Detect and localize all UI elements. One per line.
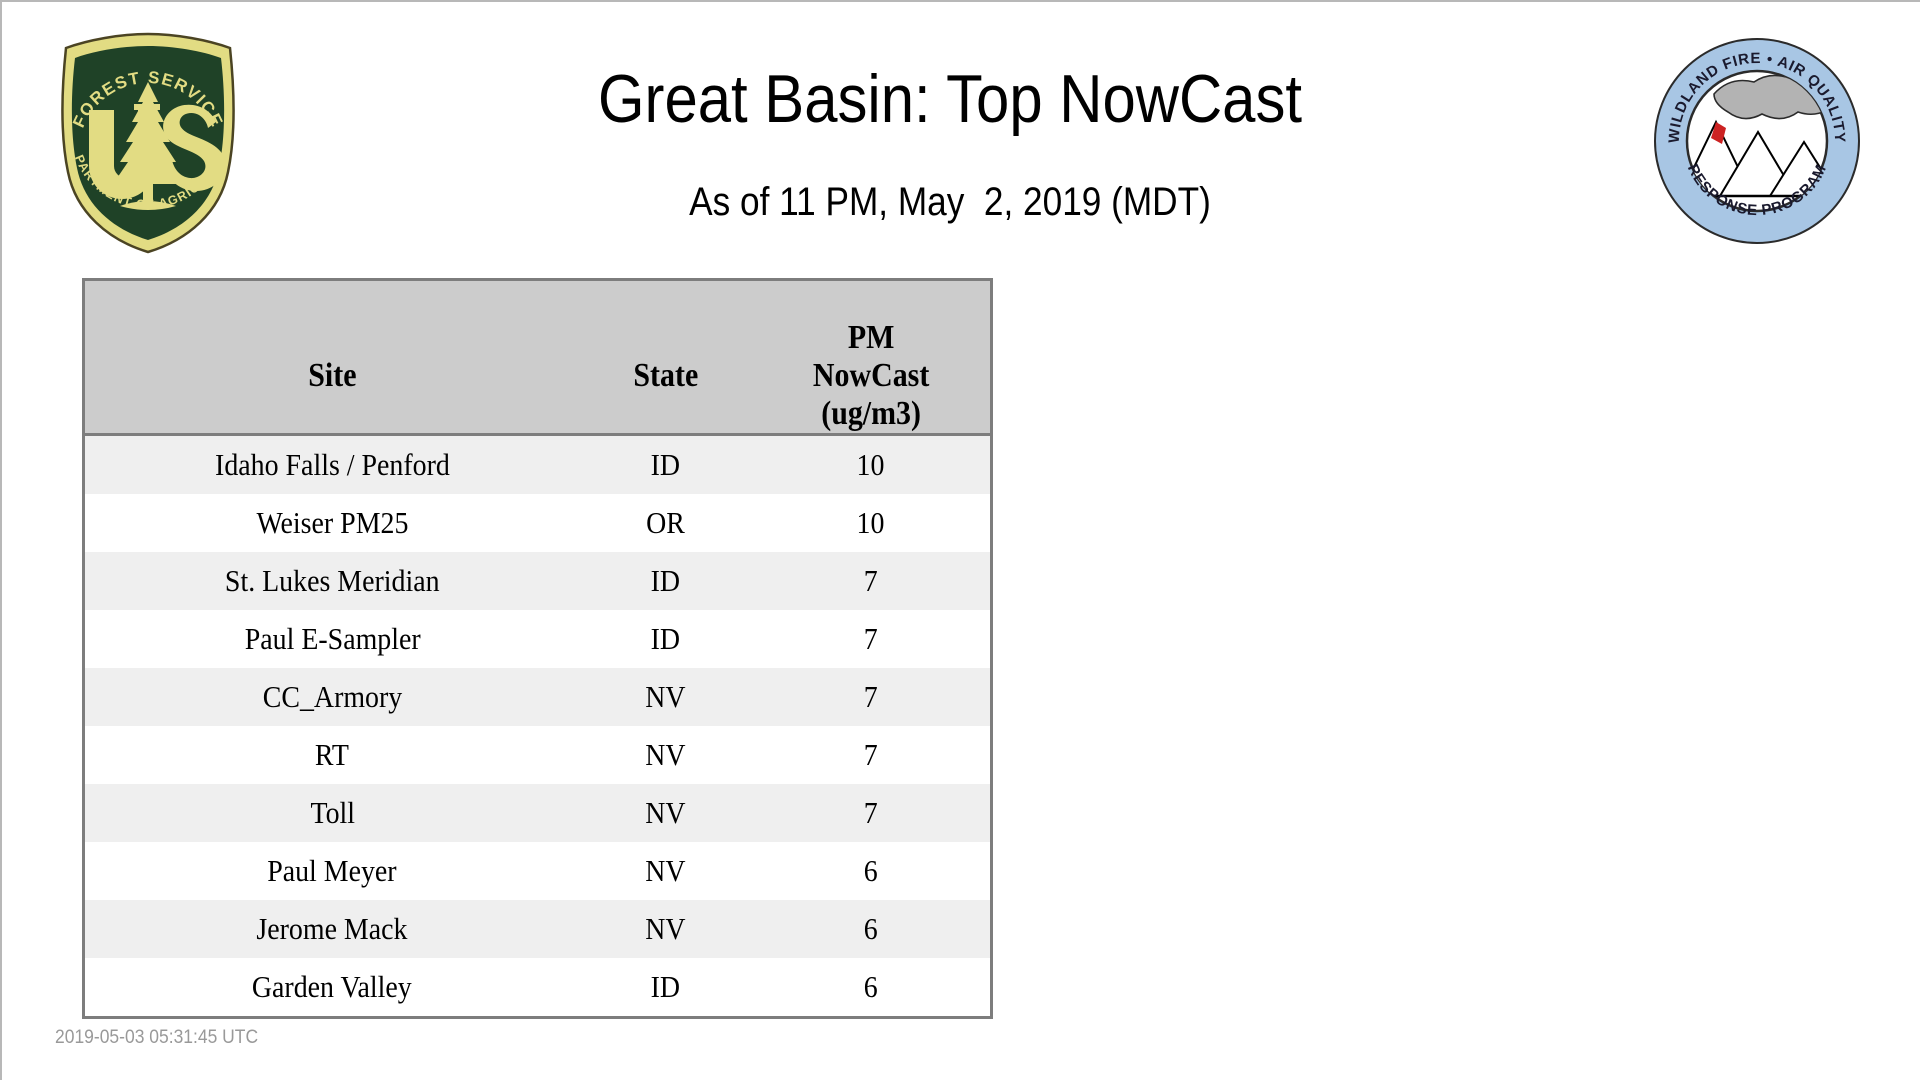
cell-site-label: Toll [309,795,355,830]
cell-site: Weiser PM25 [83,494,580,552]
cell-site: Garden Valley [83,958,580,1018]
cell-state: ID [579,434,752,494]
table-row: Paul E-Sampler ID 7 [83,610,992,668]
cell-state: OR [579,494,752,552]
cell-state: ID [579,610,752,668]
cell-state: NV [579,842,752,900]
cell-site: Toll [83,784,580,842]
column-header-state-label: State [633,357,698,394]
cell-state-label: ID [650,621,681,656]
column-header-pm-nowcast: PM NowCast (ug/m3) [751,279,992,436]
cell-site: Idaho Falls / Penford [83,434,580,494]
table-row: Weiser PM25 OR 10 [83,494,992,552]
cell-value: 7 [751,668,992,726]
cell-value: 10 [751,434,992,494]
table-row: RT NV 7 [83,726,992,784]
cell-value: 7 [751,784,992,842]
cell-site-label: Idaho Falls / Penford [214,447,450,482]
wfaqrp-logo: WILDLAND FIRE • AIR QUALITY RESPONSE PRO… [1652,36,1862,246]
cell-site: RT [83,726,580,784]
cell-site-label: Weiser PM25 [256,505,409,540]
nowcast-table: Site State PM NowCast (ug/m3) Idaho Fall… [82,278,993,1019]
cell-site-label: Jerome Mack [256,911,408,946]
cell-value: 6 [751,900,992,958]
cell-state-label: NV [645,679,686,714]
table-header-row: Site State PM NowCast (ug/m3) [83,279,992,436]
cell-value-label: 6 [863,969,878,1004]
table-row: CC_Armory NV 7 [83,668,992,726]
column-header-site-label: Site [308,357,357,394]
cell-value-label: 7 [863,795,878,830]
pine-tree-icon [113,82,183,210]
cell-site-label: Garden Valley [252,969,413,1004]
column-header-pm-nowcast-label: PM NowCast (ug/m3) [812,319,929,432]
cell-value: 7 [751,552,992,610]
cell-value: 10 [751,494,992,552]
cell-value-label: 6 [863,853,878,888]
cell-value-label: 7 [863,679,878,714]
cell-site-label: CC_Armory [262,679,403,714]
cell-value: 6 [751,842,992,900]
table-row: St. Lukes Meridian ID 7 [83,552,992,610]
usfs-shield-logo: FOREST SERVICE DEPARTMENT OF AGRICULTURE [43,15,248,258]
cell-state: ID [579,958,752,1018]
column-header-state: State [579,279,752,436]
column-header-site: Site [83,279,580,436]
footer-timestamp: 2019-05-03 05:31:45 UTC [55,1027,259,1048]
table-row: Garden Valley ID 6 [83,958,992,1018]
page-subtitle: As of 11 PM, May 2, 2019 (MDT) [689,180,1211,224]
cell-value-label: 7 [863,563,878,598]
cell-state: NV [579,784,752,842]
cell-site-label: Paul Meyer [267,853,397,888]
cell-site-label: RT [315,737,350,772]
cell-value: 7 [751,726,992,784]
table-row: Jerome Mack NV 6 [83,900,992,958]
cell-state-label: ID [650,563,681,598]
cell-state: NV [579,900,752,958]
cell-state-label: NV [645,853,686,888]
cell-value-label: 10 [856,505,885,540]
cell-site: Jerome Mack [83,900,580,958]
cell-state: NV [579,726,752,784]
flame-icon [1711,122,1726,144]
cell-value-label: 7 [863,737,878,772]
page-title: Great Basin: Top NowCast [598,61,1302,137]
cell-site-label: St. Lukes Meridian [224,563,440,598]
cell-site: CC_Armory [83,668,580,726]
cell-value-label: 7 [863,621,878,656]
table-row: Idaho Falls / Penford ID 10 [83,434,992,494]
cell-state-label: NV [645,795,686,830]
table-header: Site State PM NowCast (ug/m3) [83,279,992,436]
cell-site: Paul E-Sampler [83,610,580,668]
cell-value-label: 10 [856,447,885,482]
cell-value: 7 [751,610,992,668]
cell-site-label: Paul E-Sampler [244,621,421,656]
cell-state: NV [579,668,752,726]
cell-value: 6 [751,958,992,1018]
cell-site: St. Lukes Meridian [83,552,580,610]
cell-state-label: ID [650,447,681,482]
cell-state-label: ID [650,969,681,1004]
cell-value-label: 6 [863,911,878,946]
cell-state-label: NV [645,737,686,772]
cell-state: ID [579,552,752,610]
table-row: Toll NV 7 [83,784,992,842]
cell-site: Paul Meyer [83,842,580,900]
cell-state-label: NV [645,911,686,946]
table-row: Paul Meyer NV 6 [83,842,992,900]
table-body: Idaho Falls / Penford ID 10 Weiser PM25 OR 10… [83,434,992,1018]
cell-state-label: OR [646,505,685,540]
